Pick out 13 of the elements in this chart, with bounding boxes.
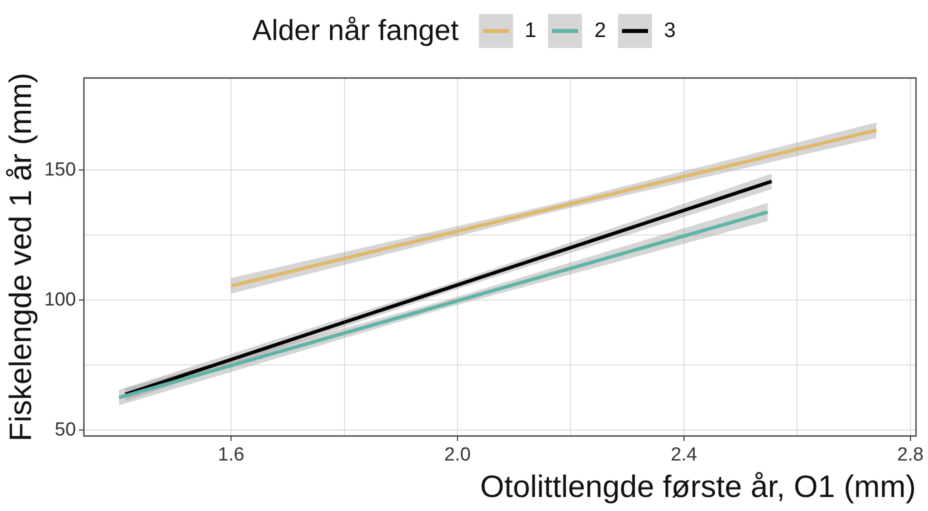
y-tick-label: 100 bbox=[44, 289, 76, 310]
y-tick-label: 150 bbox=[44, 159, 76, 180]
x-axis-title: Otolittlengde første år, O1 (mm) bbox=[480, 468, 916, 504]
legend-title: Alder når fanget bbox=[252, 14, 459, 48]
legend-label: 1 bbox=[524, 19, 536, 43]
y-tick-label: 50 bbox=[54, 419, 76, 440]
legend-label: 3 bbox=[664, 19, 676, 43]
y-axis-title: Fiskelengde ved 1 år (mm) bbox=[3, 72, 38, 442]
text: 2.8 bbox=[897, 444, 924, 466]
legend-label: 2 bbox=[594, 19, 606, 43]
x-tick-label: 2.4 bbox=[670, 444, 698, 466]
x-tick-label: 1.6 bbox=[218, 444, 244, 466]
text: 2.0 bbox=[444, 444, 471, 466]
